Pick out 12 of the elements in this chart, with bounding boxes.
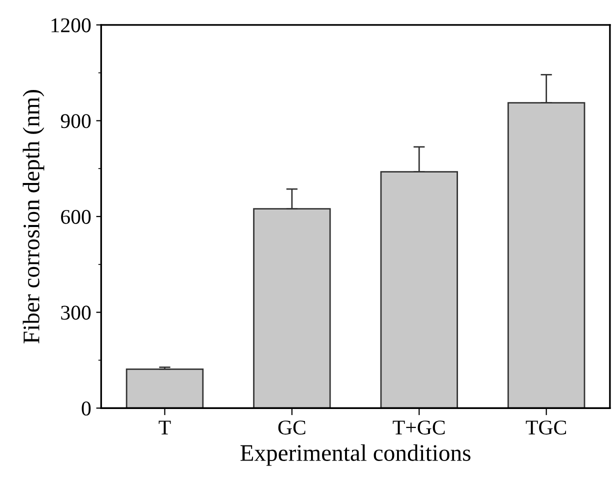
x-tick-label: TGC (526, 420, 566, 435)
y-tick-label: 300 (61, 306, 91, 320)
y-tick-label: 1200 (52, 18, 91, 32)
bar (126, 368, 204, 408)
y-axis-title: Fiber corrosion depth (nm) (22, 90, 44, 344)
y-tick-label: 900 (60, 114, 91, 128)
x-axis-title: Experimental conditions (240, 444, 470, 466)
x-tick-label: T (158, 420, 171, 434)
x-tick-label: GC (278, 420, 306, 435)
x-tick-label: T+GC (392, 420, 445, 435)
y-tick-label: 600 (61, 210, 91, 224)
y-tick-label: 0 (82, 401, 91, 416)
